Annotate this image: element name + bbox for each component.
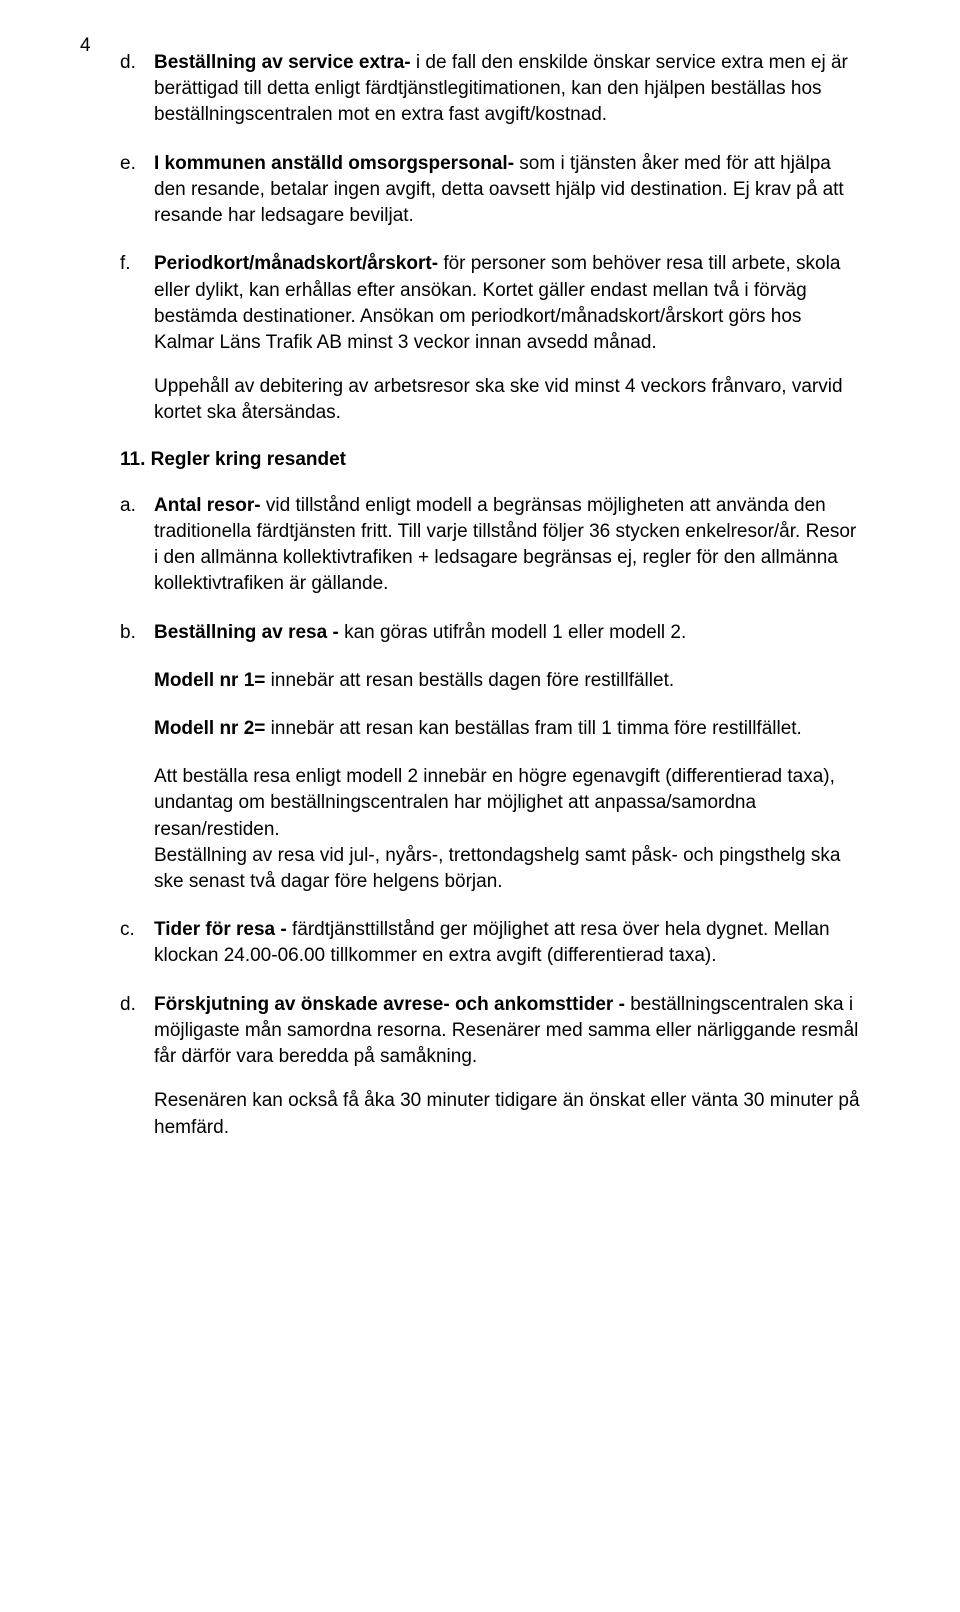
- list-content: Antal resor- vid tillstånd enligt modell…: [154, 493, 860, 598]
- list-content: Beställning av resa - kan göras utifrån …: [154, 620, 860, 646]
- bold-lead: Modell nr 2=: [154, 718, 271, 739]
- body-text: innebär att resan beställs dagen före re…: [271, 670, 674, 691]
- list-marker: b.: [120, 620, 154, 646]
- list-marker: e.: [120, 151, 154, 230]
- body-text: Att beställa resa enligt modell 2 innebä…: [154, 764, 860, 843]
- list-content: Beställning av service extra- i de fall …: [154, 50, 860, 129]
- body-text: innebär att resan kan beställas fram til…: [271, 718, 802, 739]
- list-marker: f.: [120, 251, 154, 426]
- paragraph: Att beställa resa enligt modell 2 innebä…: [154, 764, 860, 895]
- list-item: f. Periodkort/månadskort/årskort- för pe…: [120, 251, 860, 426]
- body-text: Uppehåll av debitering av arbetsresor sk…: [154, 374, 860, 426]
- bold-lead: Modell nr 1=: [154, 670, 271, 691]
- bold-lead: Antal resor-: [154, 495, 266, 516]
- list-item: c. Tider för resa - färdtjänsttillstånd …: [120, 917, 860, 969]
- bold-lead: Beställning av service extra-: [154, 52, 416, 73]
- list-item: b. Beställning av resa - kan göras utifr…: [120, 620, 860, 646]
- list-marker: d.: [120, 50, 154, 129]
- list-marker: d.: [120, 992, 154, 1141]
- paragraph: Modell nr 2= innebär att resan kan bestä…: [154, 716, 860, 742]
- paragraph: Modell nr 1= innebär att resan beställs …: [154, 668, 860, 694]
- list-item: e. I kommunen anställd omsorgspersonal- …: [120, 151, 860, 230]
- list-content: Tider för resa - färdtjänsttillstånd ger…: [154, 917, 860, 969]
- body-text: kan göras utifrån modell 1 eller modell …: [344, 622, 686, 643]
- body-text: Beställning av resa vid jul-, nyårs-, tr…: [154, 843, 860, 895]
- list-item: d. Förskjutning av önskade avrese- och a…: [120, 992, 860, 1141]
- list-item: a. Antal resor- vid tillstånd enligt mod…: [120, 493, 860, 598]
- bold-lead: Tider för resa -: [154, 919, 292, 940]
- page-number: 4: [80, 35, 91, 57]
- bold-lead: Förskjutning av önskade avrese- och anko…: [154, 994, 630, 1015]
- list-marker: a.: [120, 493, 154, 598]
- list-content: I kommunen anställd omsorgspersonal- som…: [154, 151, 860, 230]
- list-content: Periodkort/månadskort/årskort- för perso…: [154, 251, 860, 426]
- list-marker: c.: [120, 917, 154, 969]
- list-content: Förskjutning av önskade avrese- och anko…: [154, 992, 860, 1141]
- bold-lead: I kommunen anställd omsorgspersonal-: [154, 153, 519, 174]
- body-text: Resenären kan också få åka 30 minuter ti…: [154, 1088, 860, 1140]
- section-heading: 11. Regler kring resandet: [120, 449, 860, 471]
- bold-lead: Beställning av resa -: [154, 622, 344, 643]
- document-page: 4 d. Beställning av service extra- i de …: [0, 0, 960, 1612]
- list-item: d. Beställning av service extra- i de fa…: [120, 50, 860, 129]
- bold-lead: Periodkort/månadskort/årskort-: [154, 253, 443, 274]
